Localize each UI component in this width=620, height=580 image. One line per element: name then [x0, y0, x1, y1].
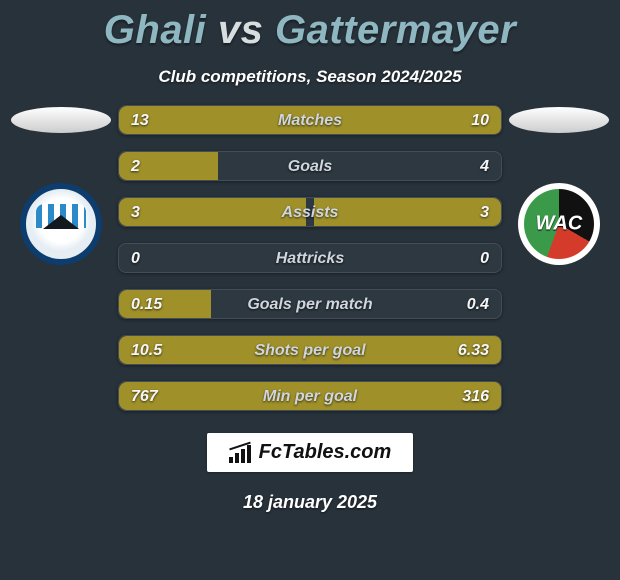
stat-label: Matches [119, 106, 501, 135]
brand-box[interactable]: FcTables.com [207, 433, 414, 472]
stat-row: 3Assists3 [118, 197, 502, 227]
content-area: 13Matches10 2Goals4 3Assists3 0Hattricks0 0.… [0, 105, 620, 427]
stat-label: Goals per match [119, 290, 501, 319]
stat-label: Shots per goal [119, 336, 501, 365]
stat-value-right: 0.4 [467, 290, 489, 319]
stat-value-right: 4 [480, 152, 489, 181]
stat-label: Hattricks [119, 244, 501, 273]
stat-label: Min per goal [119, 382, 501, 411]
player-1-name: Ghali [104, 8, 207, 52]
club-right-label: WAC [518, 213, 600, 236]
club-logo-left-inner [36, 204, 86, 244]
player-2-name: Gattermayer [275, 8, 516, 52]
stat-row: 10.5Shots per goal6.33 [118, 335, 502, 365]
date-text: 18 january 2025 [243, 492, 377, 513]
stat-bars-container: 13Matches10 2Goals4 3Assists3 0Hattricks0 0.… [116, 105, 504, 427]
vs-text: vs [218, 8, 264, 52]
stat-value-right: 0 [480, 244, 489, 273]
club-logo-right: WAC [518, 183, 600, 265]
footer: FcTables.com 18 january 2025 [0, 433, 620, 513]
left-side-column [6, 105, 116, 427]
comparison-title: Ghali vs Gattermayer [0, 0, 620, 53]
stat-row: 13Matches10 [118, 105, 502, 135]
stat-value-right: 10 [471, 106, 489, 135]
stat-label: Assists [119, 198, 501, 227]
stat-row: 767Min per goal316 [118, 381, 502, 411]
subtitle: Club competitions, Season 2024/2025 [0, 67, 620, 87]
stat-value-right: 3 [480, 198, 489, 227]
stat-label: Goals [119, 152, 501, 181]
brand-text: FcTables.com [259, 441, 392, 464]
brand-chart-icon [229, 443, 251, 463]
player-2-avatar-placeholder [509, 107, 609, 133]
club-logo-left [20, 183, 102, 265]
right-side-column: WAC [504, 105, 614, 427]
stat-row: 0.15Goals per match0.4 [118, 289, 502, 319]
stat-value-right: 6.33 [458, 336, 489, 365]
player-1-avatar-placeholder [11, 107, 111, 133]
stat-row: 2Goals4 [118, 151, 502, 181]
stat-row: 0Hattricks0 [118, 243, 502, 273]
stat-value-right: 316 [462, 382, 489, 411]
